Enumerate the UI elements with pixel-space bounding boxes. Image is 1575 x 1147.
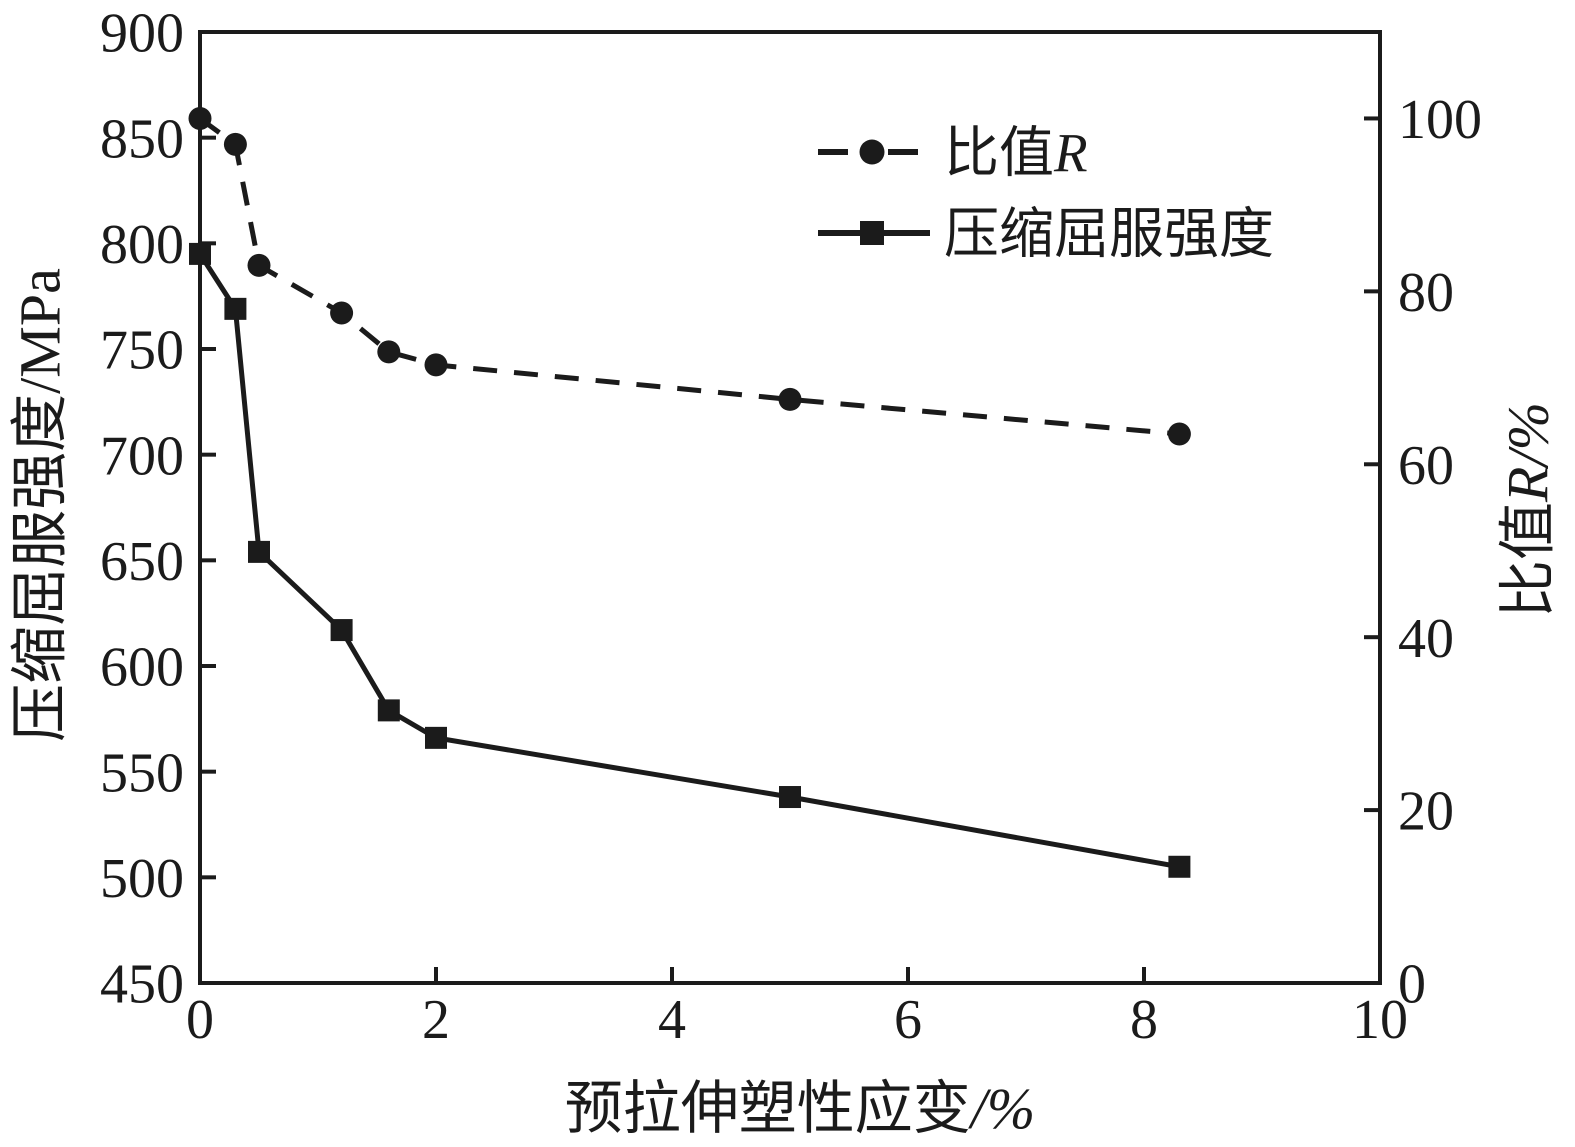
ratio-r-point-marker xyxy=(424,353,448,377)
ratio-r-legend-marker xyxy=(859,139,885,165)
tick-label: 600 xyxy=(100,637,184,699)
tick-label: 0 xyxy=(1398,954,1426,1016)
tick-label: 2 xyxy=(422,989,450,1051)
compressive-yield-strength-point-marker xyxy=(189,242,211,265)
ratio-r-line xyxy=(198,116,1180,437)
right-y-axis-title: 比值R/% xyxy=(1496,402,1561,618)
data-series xyxy=(188,106,1191,878)
compressive-yield-strength-line xyxy=(197,252,1180,870)
tick-label: 20 xyxy=(1398,781,1454,843)
ratio-r-point-marker xyxy=(377,340,401,364)
legend: 比值R 压缩屈服强度 xyxy=(818,122,1274,264)
compressive-yield-strength-legend-marker xyxy=(860,221,884,245)
left-y-axis-title: 压缩屈服强度/MPa xyxy=(8,268,73,742)
compressive-yield-strength-point-marker xyxy=(377,699,400,722)
ratio-r-point-marker xyxy=(778,387,802,411)
tick-label: 100 xyxy=(1398,89,1482,151)
ratio-r-point-marker xyxy=(330,301,354,325)
tick-label: 750 xyxy=(100,320,184,382)
tick-label: 60 xyxy=(1398,435,1454,497)
tick-label: 700 xyxy=(100,425,184,487)
plot-frame xyxy=(198,30,1382,985)
compressive-yield-strength-point-marker xyxy=(779,786,801,809)
x-axis-title: 预拉伸塑性应变/% xyxy=(565,1076,1035,1141)
ratio-r-point-marker xyxy=(247,253,271,277)
compressive-yield-strength-point-marker xyxy=(330,619,353,642)
ratio-r-point-marker xyxy=(223,132,247,156)
compressive-yield-strength-point-marker xyxy=(425,726,447,749)
tick-label: 850 xyxy=(100,108,184,170)
compressive-yield-strength-point-marker xyxy=(1168,855,1191,878)
x-axis-ticks: 0 2 4 6 8 10 xyxy=(186,967,1408,1051)
tick-label: 10 xyxy=(1352,989,1408,1051)
left-y-axis-ticks: 450 500 550 600 650 700 750 800 850 900 xyxy=(100,3,216,1016)
tick-label: 8 xyxy=(1130,989,1158,1051)
ratio-r-point-marker xyxy=(188,106,212,130)
tick-label: 500 xyxy=(100,848,184,910)
tick-label: 0 xyxy=(186,989,214,1051)
ratio-r-point-marker xyxy=(1167,422,1191,446)
ratio-r-legend-label: 比值R xyxy=(944,122,1088,183)
tick-label: 550 xyxy=(100,742,184,804)
right-y-axis-ticks: 0 20 40 60 80 100 xyxy=(1364,89,1482,1016)
tick-label: 40 xyxy=(1398,608,1454,670)
compressive-yield-strength-point-marker xyxy=(248,540,270,563)
compressive-yield-strength-point-marker xyxy=(224,297,247,320)
tick-label: 900 xyxy=(100,3,184,65)
tick-label: 80 xyxy=(1398,262,1454,324)
compressive-yield-strength-legend-label: 压缩屈服强度 xyxy=(944,203,1274,264)
tick-label: 6 xyxy=(894,989,922,1051)
tick-label: 800 xyxy=(100,214,184,276)
tick-label: 650 xyxy=(100,531,184,593)
tick-label: 4 xyxy=(658,989,686,1051)
tick-label: 450 xyxy=(100,954,184,1016)
